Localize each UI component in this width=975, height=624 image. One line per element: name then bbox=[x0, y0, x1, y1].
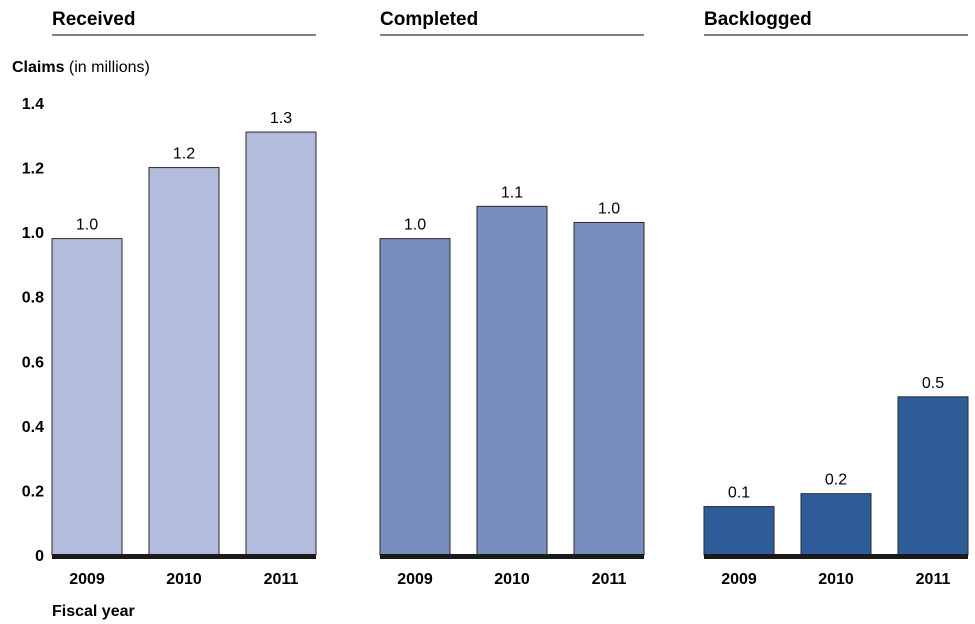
bar-backlogged-2009 bbox=[703, 506, 775, 556]
data-label: 0.1 bbox=[728, 485, 750, 502]
data-label: 1.0 bbox=[76, 217, 98, 234]
data-label: 0.5 bbox=[922, 375, 944, 392]
y-tick-label: 0 bbox=[35, 548, 44, 565]
x-tick-label: 2009 bbox=[69, 571, 105, 588]
x-tick-label: 2011 bbox=[916, 571, 951, 588]
y-tick-label: 0.2 bbox=[22, 483, 44, 500]
panel-title-completed: Completed bbox=[380, 9, 478, 30]
bar-received-2009 bbox=[51, 238, 123, 556]
baseline bbox=[704, 554, 968, 559]
bar-backlogged-2011 bbox=[897, 396, 969, 556]
y-axis-title-bold: Claims bbox=[12, 59, 65, 76]
x-tick-label: 2009 bbox=[397, 571, 433, 588]
y-tick-label: 1.0 bbox=[22, 225, 44, 242]
chart-marks: 1.0 2009 1.2 2010 1.3 2011 1.0 2009 1.1 2010 1.0 20… bbox=[51, 110, 969, 588]
y-axis-title: Claims (in millions) bbox=[12, 59, 150, 76]
data-label: 0.2 bbox=[825, 472, 847, 489]
bar-completed-2011 bbox=[573, 221, 645, 556]
bar-backlogged-2010 bbox=[800, 493, 872, 556]
y-axis-title-unit: (in millions) bbox=[64, 59, 149, 76]
data-label: 1.2 bbox=[173, 146, 195, 163]
panel-title-backlogged: Backlogged bbox=[704, 9, 812, 30]
panel-title-received: Received bbox=[52, 9, 135, 30]
bar-received-2011 bbox=[245, 131, 317, 556]
bar-completed-2010 bbox=[476, 205, 548, 556]
y-tick-label: 1.2 bbox=[22, 161, 44, 178]
y-tick-label: 0.4 bbox=[22, 419, 44, 436]
x-tick-label: 2010 bbox=[818, 571, 854, 588]
x-tick-label: 2011 bbox=[264, 571, 299, 588]
baseline bbox=[380, 554, 644, 559]
y-axis-ticks: 0 0.2 0.4 0.6 0.8 1.0 1.2 1.4 bbox=[22, 96, 44, 565]
data-label: 1.0 bbox=[404, 217, 426, 234]
x-tick-label: 2011 bbox=[592, 571, 627, 588]
x-tick-label: 2009 bbox=[721, 571, 757, 588]
baseline bbox=[52, 554, 316, 559]
bar-received-2010 bbox=[148, 167, 220, 556]
x-tick-label: 2010 bbox=[166, 571, 202, 588]
data-label: 1.1 bbox=[501, 184, 523, 201]
y-tick-label: 0.8 bbox=[22, 290, 44, 307]
y-tick-label: 1.4 bbox=[22, 96, 44, 113]
data-label: 1.0 bbox=[598, 200, 620, 217]
x-axis-title: Fiscal year bbox=[52, 603, 135, 620]
data-label: 1.3 bbox=[270, 110, 292, 127]
y-tick-label: 0.6 bbox=[22, 354, 44, 371]
x-tick-label: 2010 bbox=[494, 571, 530, 588]
bar-completed-2009 bbox=[379, 238, 451, 556]
